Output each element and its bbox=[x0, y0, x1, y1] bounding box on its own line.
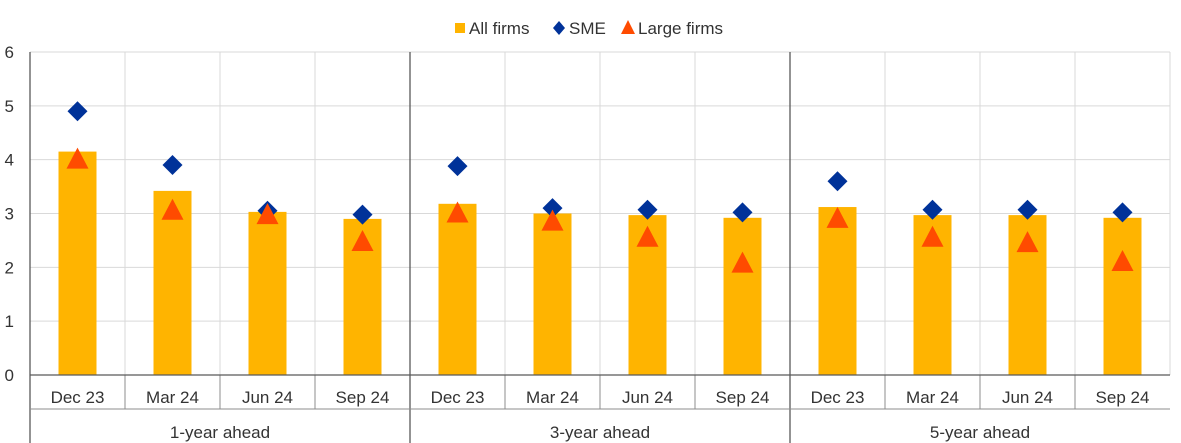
x-tick-label: Mar 24 bbox=[146, 388, 199, 407]
y-tick-label: 2 bbox=[5, 258, 14, 277]
marker-layer bbox=[66, 101, 1134, 273]
bar-all-firms bbox=[153, 190, 192, 375]
legend-swatch-all-firms bbox=[455, 23, 465, 33]
x-tick-label: Dec 23 bbox=[431, 388, 485, 407]
point-sme bbox=[542, 198, 563, 219]
bar-all-firms bbox=[1103, 217, 1142, 375]
bar-all-firms bbox=[248, 211, 287, 375]
point-large-firms bbox=[256, 203, 279, 225]
legend-swatch-sme bbox=[553, 21, 565, 35]
legend-label: SME bbox=[569, 19, 606, 38]
point-sme bbox=[637, 199, 658, 220]
bar-all-firms bbox=[818, 207, 857, 375]
y-tick-label: 0 bbox=[5, 366, 14, 385]
y-tick-label: 4 bbox=[5, 151, 14, 170]
group-label: 1-year ahead bbox=[170, 423, 270, 442]
point-sme bbox=[732, 202, 753, 223]
x-tick-label: Sep 24 bbox=[716, 388, 770, 407]
x-tick-label: Jun 24 bbox=[622, 388, 673, 407]
y-tick-label: 1 bbox=[5, 312, 14, 331]
point-large-firms bbox=[636, 225, 659, 247]
x-tick-label: Dec 23 bbox=[51, 388, 105, 407]
point-large-firms bbox=[731, 251, 754, 273]
grid-layer bbox=[30, 51, 1171, 375]
y-tick-label: 3 bbox=[5, 205, 14, 224]
point-large-firms bbox=[921, 225, 944, 247]
bar-all-firms bbox=[723, 217, 762, 375]
bar-all-firms bbox=[533, 213, 572, 375]
point-sme bbox=[447, 156, 468, 177]
point-sme bbox=[827, 171, 848, 192]
point-large-firms bbox=[351, 230, 374, 252]
point-sme bbox=[1017, 199, 1038, 220]
legend: All firms SME Large firms bbox=[455, 19, 723, 38]
bar-all-firms bbox=[438, 203, 477, 375]
bar-layer bbox=[58, 151, 1142, 375]
point-sme bbox=[922, 199, 943, 220]
legend-label: All firms bbox=[469, 19, 529, 38]
point-sme bbox=[1112, 202, 1133, 223]
y-tick-label: 6 bbox=[5, 43, 14, 62]
x-tick-label: Mar 24 bbox=[526, 388, 579, 407]
point-large-firms bbox=[161, 198, 184, 220]
x-tick-label: Jun 24 bbox=[1002, 388, 1053, 407]
legend-label: Large firms bbox=[638, 19, 723, 38]
point-large-firms bbox=[1111, 249, 1134, 271]
point-large-firms bbox=[66, 147, 89, 169]
x-tick-label: Sep 24 bbox=[336, 388, 390, 407]
point-large-firms bbox=[541, 209, 564, 231]
point-large-firms bbox=[446, 201, 469, 223]
point-sme bbox=[352, 204, 373, 225]
bar-all-firms bbox=[58, 151, 97, 375]
point-large-firms bbox=[1016, 231, 1039, 253]
point-sme bbox=[67, 101, 88, 122]
point-sme bbox=[162, 155, 183, 176]
x-tick-label: Jun 24 bbox=[242, 388, 293, 407]
axis-layer: 0 1 2 3 4 5 6 Dec 23 Mar 24 Jun 24 Sep 24 Dec 23 Mar… bbox=[5, 43, 1170, 443]
point-large-firms bbox=[826, 206, 849, 228]
x-tick-label: Mar 24 bbox=[906, 388, 959, 407]
group-label: 5-year ahead bbox=[930, 423, 1030, 442]
x-tick-label: Sep 24 bbox=[1096, 388, 1150, 407]
x-tick-label: Dec 23 bbox=[811, 388, 865, 407]
group-label: 3-year ahead bbox=[550, 423, 650, 442]
y-tick-label: 5 bbox=[5, 97, 14, 116]
legend-swatch-large-firms bbox=[621, 20, 635, 34]
